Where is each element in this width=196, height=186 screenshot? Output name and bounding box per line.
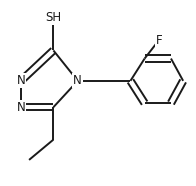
Text: N: N: [73, 74, 82, 87]
Text: N: N: [17, 74, 25, 87]
Text: F: F: [155, 34, 162, 47]
Text: SH: SH: [45, 12, 62, 25]
Text: N: N: [17, 101, 25, 114]
